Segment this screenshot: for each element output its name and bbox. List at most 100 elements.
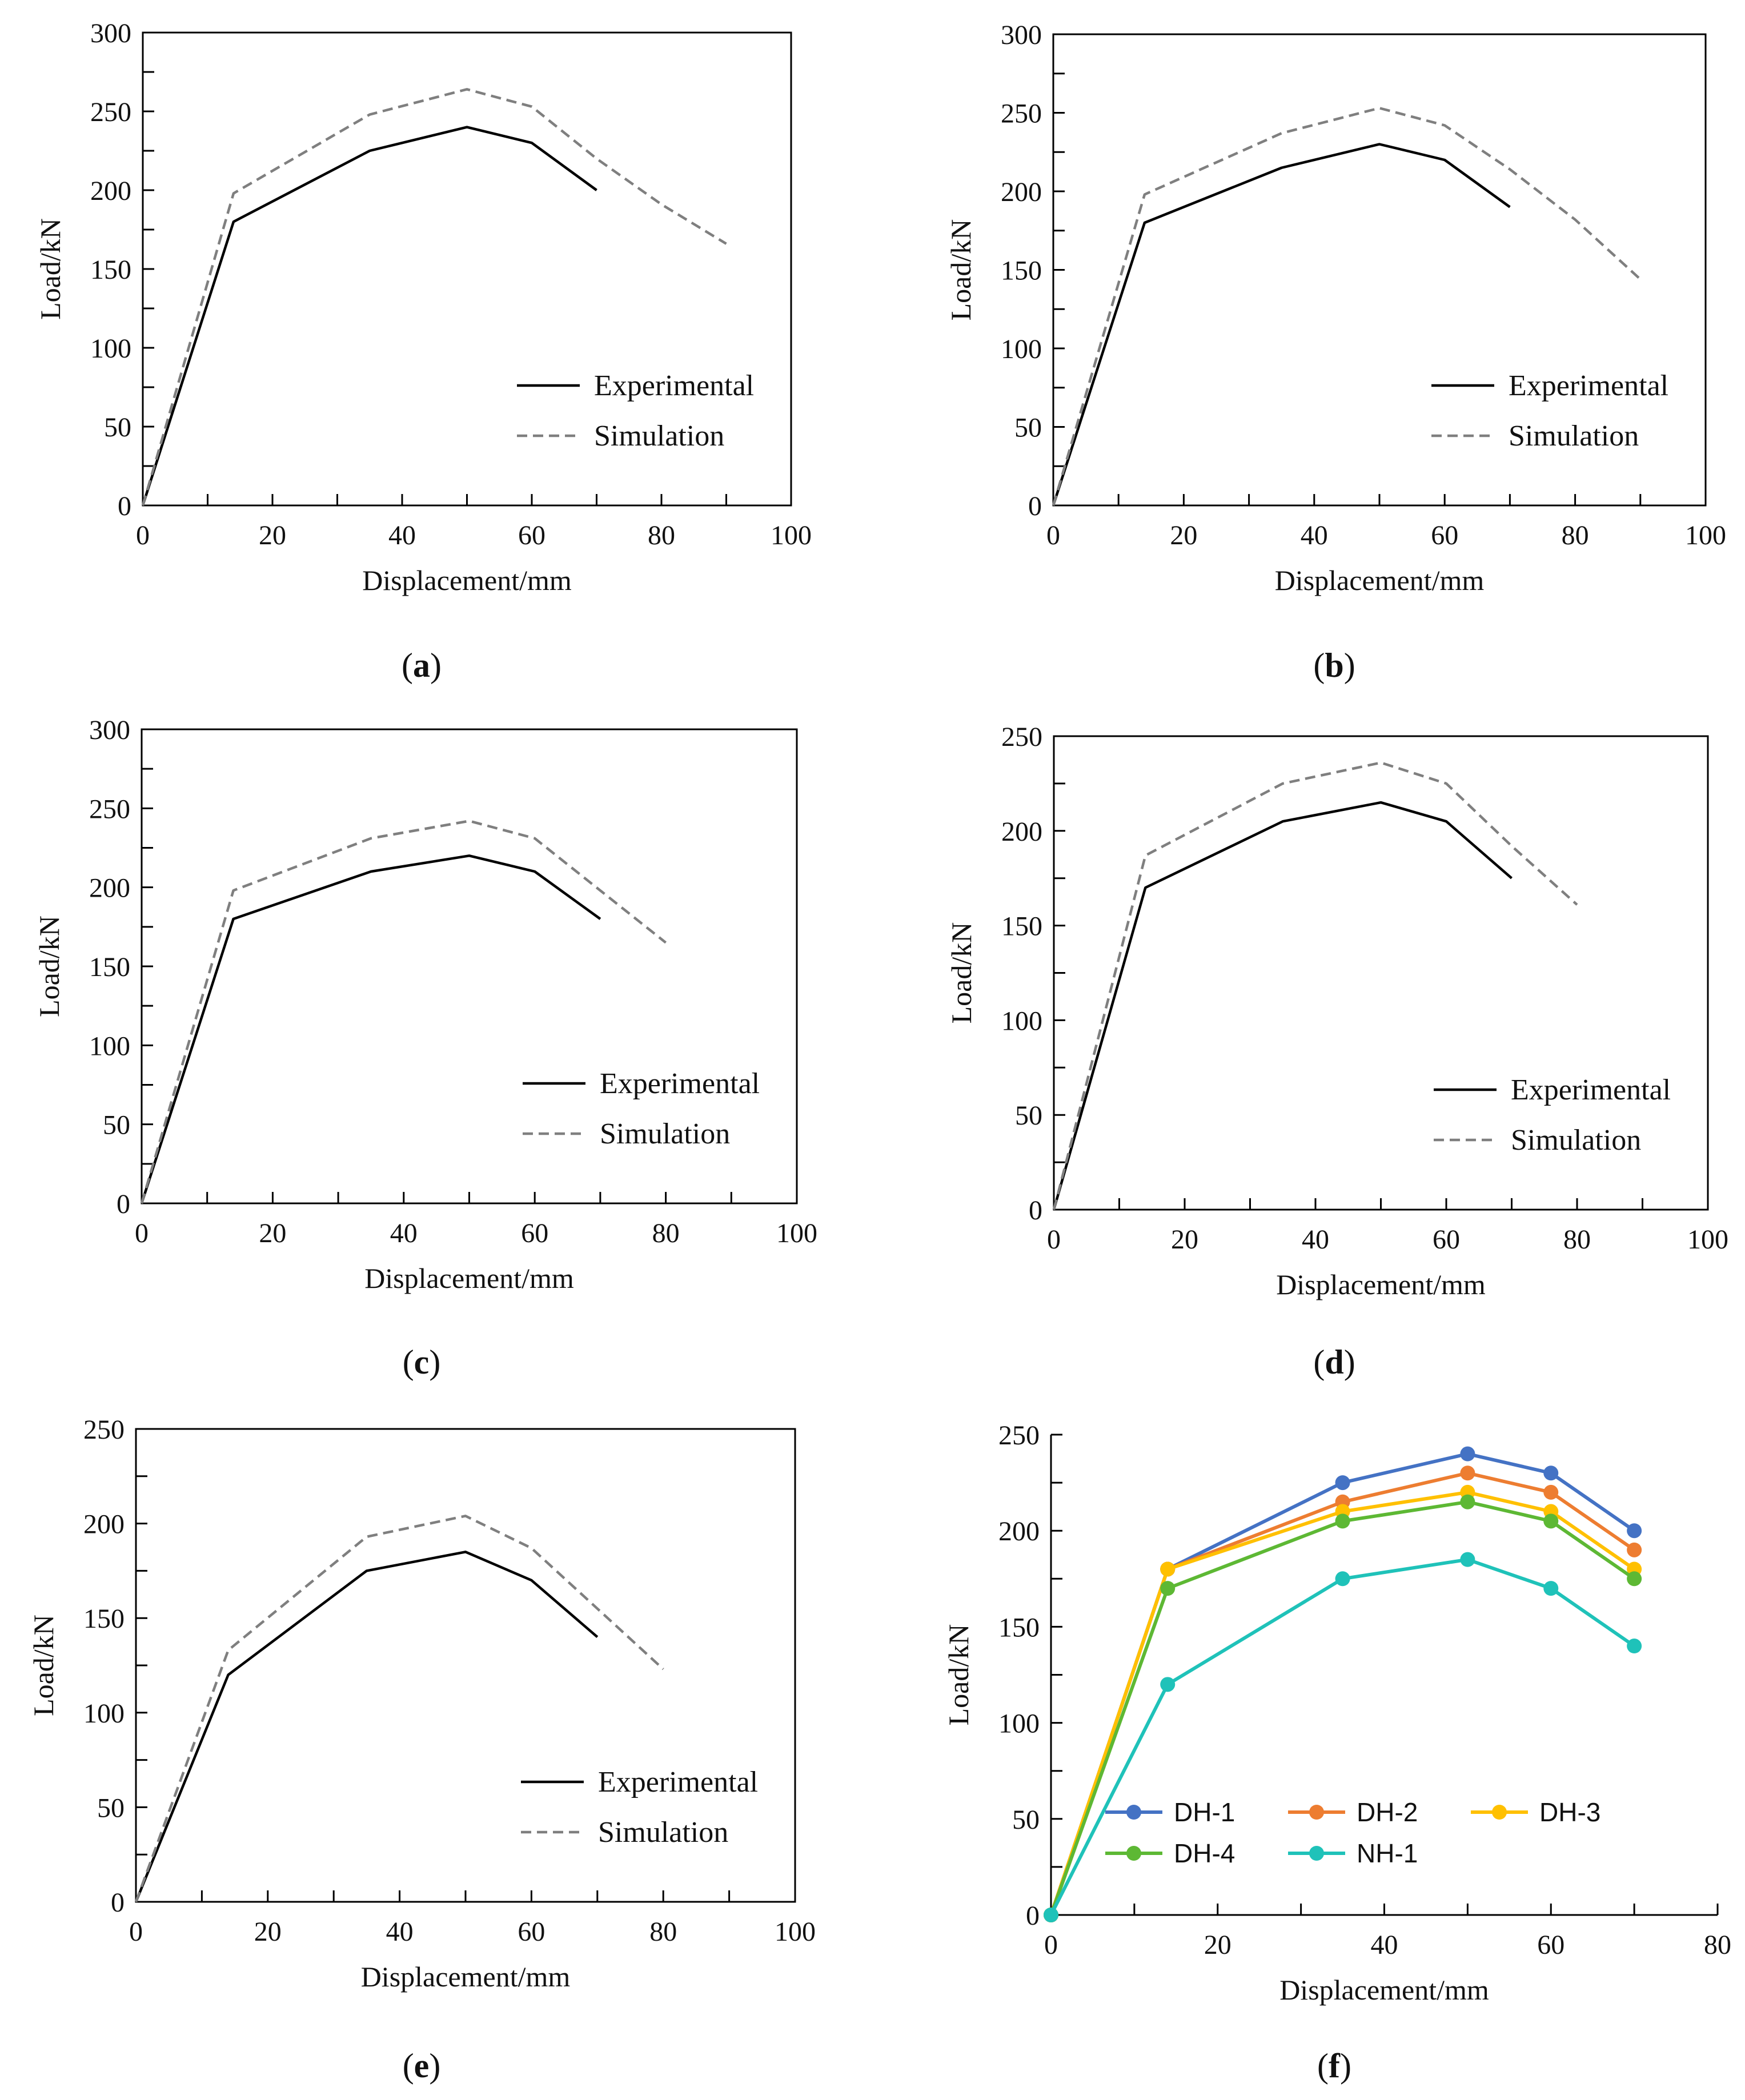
- data-point-nh-1: [1460, 1552, 1475, 1567]
- series-line-experimental: [1052, 801, 1513, 1210]
- x-tick-label: 100: [1685, 520, 1726, 551]
- data-point-nh-1: [1335, 1571, 1350, 1587]
- series-line-experimental: [134, 1551, 599, 1902]
- y-tick-label: 200: [83, 1509, 125, 1540]
- series-line-simulation: [140, 820, 667, 1204]
- y-tick-label: 200: [998, 1516, 1040, 1547]
- data-point-nh-1: [1543, 1581, 1559, 1596]
- y-tick-label: 100: [83, 1699, 125, 1729]
- legend-label-experimental: Experimental: [1511, 1074, 1671, 1106]
- y-axis-title: Load/kN: [33, 916, 65, 1017]
- data-point-dh-2: [1627, 1542, 1642, 1557]
- y-tick-label: 150: [1001, 256, 1042, 286]
- y-tick-label: 150: [998, 1612, 1040, 1643]
- chart-panel-f: 0 20 40 60 80 0 50 100 150 200 250 Displacement/mm L…: [942, 1420, 1731, 2085]
- panel-caption: (e): [403, 2047, 441, 2085]
- data-point-dh-1: [1460, 1446, 1475, 1461]
- data-point-nh-1: [1160, 1677, 1176, 1692]
- chart-panel-c: 0 20 40 60 80 100 0 50 100 150 200 250 300 Displaceme…: [33, 715, 817, 1381]
- y-tick-label: 250: [83, 1415, 125, 1445]
- y-tick-label: 150: [1001, 912, 1042, 942]
- caption-paren-open: (: [402, 647, 413, 684]
- series-line-simulation: [141, 88, 727, 506]
- x-tick-label: 40: [1302, 1224, 1329, 1255]
- legend-marker-dh-4: [1126, 1846, 1141, 1861]
- x-tick-label: 20: [259, 1218, 286, 1248]
- y-tick-label: 300: [90, 18, 131, 49]
- x-tick-label: 60: [1433, 1224, 1460, 1255]
- y-tick-label: 200: [89, 873, 130, 904]
- y-tick-label: 250: [1001, 99, 1042, 129]
- y-axis-title: Load/kN: [34, 218, 66, 320]
- series-line-experimental: [1052, 143, 1511, 506]
- x-tick-label: 40: [390, 1218, 418, 1248]
- caption-letter: a: [413, 647, 430, 684]
- series-line-nh-1: [1049, 1557, 1635, 1916]
- caption-paren-close: ): [1340, 2047, 1351, 2085]
- legend-label-dh-4: DH-4: [1174, 1838, 1235, 1868]
- panel-caption: (b): [1313, 647, 1355, 684]
- legend-label-dh-1: DH-1: [1174, 1797, 1235, 1827]
- x-tick-label: 20: [254, 1917, 282, 1947]
- series-line-simulation: [1052, 107, 1642, 506]
- data-point-dh-4: [1460, 1494, 1475, 1509]
- y-tick-label: 50: [103, 1110, 130, 1141]
- x-tick-label: 20: [1171, 1224, 1198, 1255]
- legend-label-simulation: Simulation: [1511, 1124, 1641, 1157]
- series-line-dh-4: [1049, 1500, 1635, 1916]
- y-tick-label: 100: [89, 1031, 130, 1061]
- caption-paren-close: ): [1344, 647, 1355, 684]
- y-axis-title: Load/kN: [945, 219, 977, 321]
- legend-label-experimental: Experimental: [594, 370, 754, 402]
- y-tick-label: 0: [1028, 491, 1042, 521]
- y-axis-title: Load/kN: [945, 922, 977, 1024]
- legend-marker-dh-2: [1309, 1805, 1324, 1820]
- legend-label-simulation: Simulation: [598, 1816, 728, 1849]
- legend-label-nh-1: NH-1: [1357, 1838, 1418, 1868]
- x-axis-title: Displacement/mm: [364, 1262, 574, 1294]
- caption-paren-close: ): [429, 2047, 440, 2085]
- caption-letter: c: [414, 1343, 430, 1381]
- x-tick-label: 0: [136, 520, 150, 551]
- panel-caption: (d): [1313, 1343, 1355, 1381]
- caption-paren-open: (: [1313, 1343, 1325, 1381]
- legend-marker-dh-3: [1492, 1805, 1507, 1820]
- x-tick-label: 20: [259, 520, 286, 551]
- x-tick-label: 60: [518, 520, 545, 551]
- panel-caption: (f): [1317, 2047, 1351, 2085]
- series-line-experimental: [141, 126, 597, 506]
- data-point-dh-4: [1543, 1513, 1559, 1529]
- x-tick-label: 0: [1046, 520, 1060, 551]
- caption-paren-open: (: [1317, 2047, 1329, 2085]
- x-tick-label: 60: [521, 1218, 548, 1248]
- x-tick-label: 40: [386, 1917, 414, 1947]
- data-point-dh-1: [1335, 1475, 1350, 1491]
- x-tick-label: 80: [1704, 1930, 1731, 1960]
- y-tick-label: 100: [1001, 1006, 1042, 1036]
- x-tick-label: 80: [648, 520, 675, 551]
- chart-panel-a: 0 20 40 60 80 100 0 50 100 150 200 250 300 Displaceme…: [34, 18, 812, 684]
- legend-label-dh-3: DH-3: [1539, 1797, 1600, 1827]
- x-tick-label: 0: [1047, 1224, 1061, 1255]
- y-tick-label: 200: [1001, 177, 1042, 207]
- chart-panel-b: 0 20 40 60 80 100 0 50 100 150 200 250 300 Displaceme…: [945, 20, 1726, 684]
- legend-label-dh-2: DH-2: [1357, 1797, 1418, 1827]
- x-tick-label: 100: [776, 1218, 817, 1248]
- legend-label-experimental: Experimental: [598, 1766, 758, 1798]
- x-tick-label: 80: [649, 1917, 677, 1947]
- y-tick-label: 250: [89, 794, 130, 824]
- data-point-dh-1: [1627, 1523, 1642, 1539]
- y-tick-label: 100: [90, 334, 131, 364]
- y-tick-label: 150: [89, 952, 130, 982]
- caption-letter: f: [1329, 2047, 1341, 2085]
- x-tick-label: 100: [771, 520, 812, 551]
- y-tick-label: 250: [1001, 722, 1042, 752]
- legend-label-simulation: Simulation: [600, 1118, 730, 1150]
- y-tick-label: 100: [998, 1709, 1040, 1739]
- caption-paren-open: (: [403, 1343, 414, 1381]
- x-axis-title: Displacement/mm: [1275, 564, 1485, 596]
- y-axis-title: Load/kN: [27, 1615, 59, 1716]
- x-tick-label: 60: [518, 1917, 545, 1947]
- y-tick-label: 50: [1015, 1101, 1042, 1131]
